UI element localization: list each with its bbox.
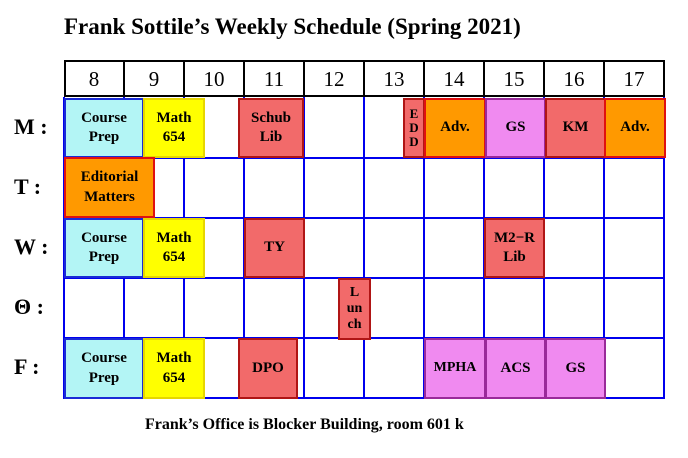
event-acs: ACS <box>485 338 546 399</box>
event-schub-lib: Schub Lib <box>238 98 304 158</box>
header-divider <box>543 60 545 97</box>
hour-label: 17 <box>623 67 645 91</box>
header-divider <box>483 60 485 97</box>
grid-line <box>663 97 665 399</box>
event-adv: Adv. <box>424 98 486 158</box>
event-gs: GS <box>485 98 546 158</box>
hour-label: 8 <box>88 67 100 91</box>
hour-label: 11 <box>263 67 285 91</box>
day-label-tuesday: T : <box>14 174 42 199</box>
day-label-friday: F : <box>14 354 40 379</box>
header-divider <box>303 60 305 97</box>
event-course-prep: Course Prep <box>64 218 144 278</box>
event-mpha: MPHA <box>424 338 486 399</box>
event-course-prep: Course Prep <box>64 98 144 158</box>
grid-line <box>64 217 665 219</box>
hour-label: 16 <box>563 67 585 91</box>
header-divider <box>363 60 365 97</box>
office-location-note: Frank’s Office is Blocker Building, room… <box>145 416 464 433</box>
grid-line <box>603 97 605 399</box>
header-divider <box>183 60 185 97</box>
header-divider <box>243 60 245 97</box>
event-course-prep: Course Prep <box>64 338 144 399</box>
hour-label: 14 <box>443 67 465 91</box>
page-title: Frank Sottile’s Weekly Schedule (Spring … <box>64 14 521 39</box>
event-km: KM <box>545 98 606 158</box>
day-label-monday: M : <box>14 114 48 139</box>
grid-line <box>64 397 665 399</box>
event-math-654: Math 654 <box>143 98 205 158</box>
hour-label: 9 <box>148 67 160 91</box>
hour-label: 10 <box>203 67 225 91</box>
event-ty: TY <box>244 218 305 278</box>
hour-label: 12 <box>323 67 345 91</box>
event-editorial-matters: Editorial Matters <box>64 157 155 218</box>
day-label-thursday: Θ : <box>14 294 44 319</box>
grid-line <box>64 157 665 159</box>
event-m2r-lib: M2−R Lib <box>484 218 545 278</box>
event-math-654: Math 654 <box>143 218 205 278</box>
grid-line <box>423 97 425 399</box>
event-dpo: DPO <box>238 338 298 399</box>
event-adv: Adv. <box>604 98 666 158</box>
hour-label: 15 <box>503 67 525 91</box>
day-label-wednesday: W : <box>14 234 49 259</box>
event-math-654: Math 654 <box>143 338 205 399</box>
header-divider <box>123 60 125 97</box>
grid-line <box>363 97 365 399</box>
hour-label: 13 <box>383 67 405 91</box>
header-divider <box>603 60 605 97</box>
header-divider <box>423 60 425 97</box>
event-gs: GS <box>545 338 606 399</box>
